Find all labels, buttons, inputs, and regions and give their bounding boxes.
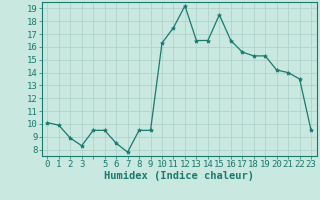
- X-axis label: Humidex (Indice chaleur): Humidex (Indice chaleur): [104, 171, 254, 181]
